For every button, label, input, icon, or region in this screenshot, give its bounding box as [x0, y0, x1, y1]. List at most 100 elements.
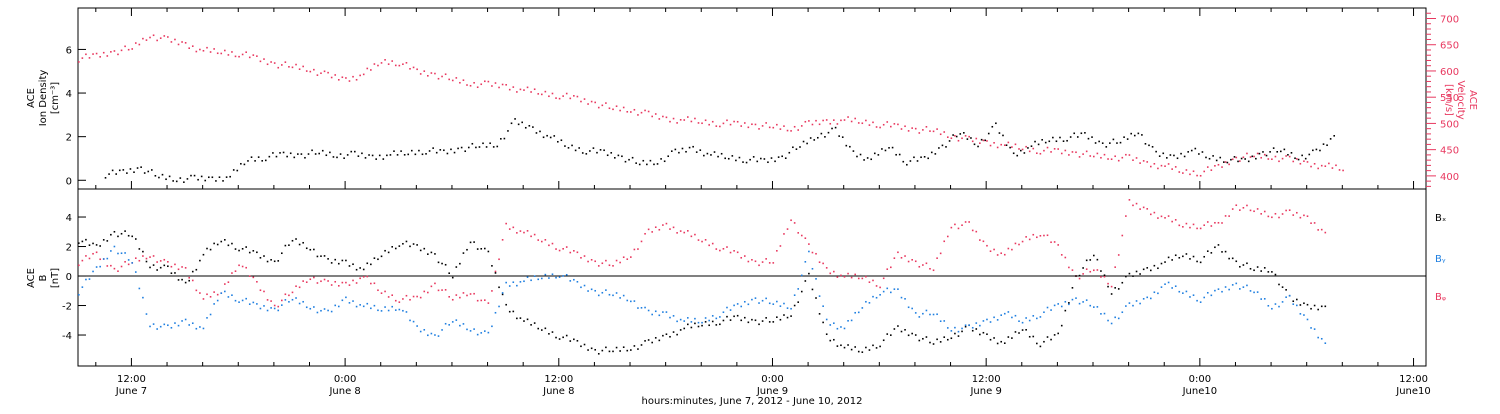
- bx-point: [1050, 338, 1052, 341]
- bx-point: [662, 334, 664, 337]
- by-point: [936, 313, 938, 316]
- bz-point: [1303, 214, 1305, 217]
- velocity-point: [843, 119, 846, 121]
- velocity-point: [512, 86, 515, 88]
- by-point: [957, 330, 960, 333]
- density-point: [318, 152, 320, 155]
- density-point: [304, 156, 306, 159]
- velocity-point: [220, 52, 223, 55]
- velocity-point: [177, 43, 180, 46]
- by-point: [879, 293, 881, 296]
- density-point: [1187, 151, 1189, 153]
- velocity-point: [398, 64, 401, 67]
- bx-point: [1046, 336, 1049, 338]
- bz-point: [384, 290, 386, 293]
- by-point: [993, 316, 995, 319]
- day-tick-label: June 7: [115, 386, 147, 397]
- density-point: [179, 177, 182, 179]
- density-point: [243, 163, 246, 166]
- bx-point: [808, 272, 810, 275]
- bx-point: [726, 315, 728, 318]
- by-point: [110, 250, 112, 252]
- by-point: [309, 307, 312, 310]
- bx-point: [1221, 251, 1223, 253]
- bx-point: [313, 248, 315, 251]
- day-tick-label: June10: [1182, 386, 1218, 397]
- density-axis-label: ACE Ion Density [cm⁻³]: [26, 70, 61, 127]
- bx-point: [1125, 275, 1127, 278]
- by-point: [694, 317, 696, 320]
- bz-point: [979, 239, 981, 241]
- velocity-point: [1075, 151, 1077, 154]
- bz-point: [576, 251, 579, 254]
- bz-point: [872, 279, 874, 282]
- bz-point: [954, 223, 956, 226]
- velocity-point: [409, 68, 411, 70]
- bz-point: [1199, 227, 1202, 230]
- by-point: [890, 291, 892, 294]
- velocity-point: [1082, 153, 1084, 155]
- density-point: [1244, 158, 1246, 160]
- bx-point: [754, 319, 757, 322]
- bz-point: [676, 232, 678, 234]
- velocity-point: [494, 82, 497, 84]
- velocity-point: [872, 121, 874, 124]
- bx-point: [918, 339, 921, 342]
- bx-point: [191, 270, 194, 273]
- by-point: [897, 288, 899, 290]
- bx-point: [840, 344, 842, 347]
- bz-point: [81, 259, 84, 262]
- bz-point: [323, 278, 326, 281]
- bx-point: [590, 347, 593, 350]
- velocity-point: [355, 78, 358, 81]
- by-point: [637, 307, 639, 309]
- velocity-point: [1021, 148, 1024, 151]
- density-point: [517, 123, 520, 126]
- bx-point: [907, 334, 910, 337]
- velocity-point: [419, 73, 422, 75]
- by-point: [398, 308, 401, 311]
- bz-point: [434, 282, 436, 285]
- by-point: [270, 307, 272, 309]
- velocity-point: [605, 102, 607, 104]
- bx-point: [565, 334, 568, 337]
- by-point: [99, 265, 101, 268]
- by-point: [1288, 294, 1291, 297]
- bz-point: [273, 304, 276, 307]
- by-point: [1011, 316, 1013, 319]
- bz-point: [825, 267, 828, 269]
- by-point: [679, 318, 682, 321]
- density-axis-label-units: [cm⁻³]: [50, 82, 61, 114]
- by-point: [1157, 292, 1159, 295]
- by-point: [81, 286, 84, 288]
- by-point: [1096, 306, 1099, 308]
- bz-point: [857, 277, 860, 280]
- velocity-point: [145, 39, 148, 41]
- density-point: [1084, 132, 1086, 134]
- by-point: [540, 277, 543, 280]
- bx-point: [202, 253, 205, 256]
- velocity-point: [1050, 151, 1052, 153]
- by-point: [776, 300, 778, 303]
- velocity-point: [797, 129, 800, 131]
- bz-point: [893, 257, 896, 259]
- bx-point: [1182, 255, 1184, 258]
- bx-point: [238, 249, 240, 252]
- bz-point: [259, 289, 262, 292]
- density-tick-label: 4: [66, 89, 72, 100]
- by-point: [1164, 283, 1166, 285]
- velocity-point: [658, 118, 661, 120]
- by-point: [829, 324, 832, 326]
- bz-point: [865, 275, 867, 278]
- bz-point: [1192, 223, 1195, 226]
- bx-point: [127, 234, 130, 237]
- velocity-point: [893, 123, 896, 125]
- bx-point: [1203, 255, 1206, 258]
- by-point: [754, 297, 757, 299]
- bx-point: [145, 260, 148, 263]
- by-point: [747, 303, 750, 306]
- velocity-point: [637, 114, 639, 116]
- by-point: [523, 280, 525, 283]
- velocity-point: [758, 128, 760, 130]
- by-point: [327, 309, 329, 312]
